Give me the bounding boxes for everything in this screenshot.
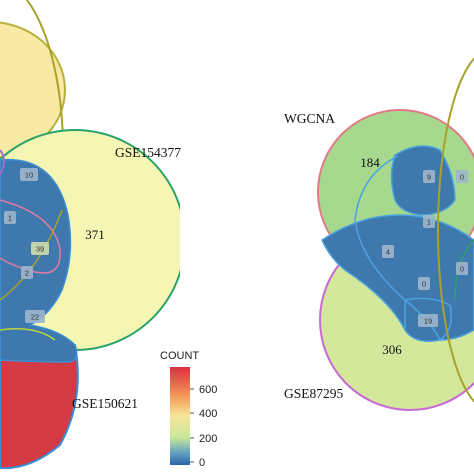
svg-text:9: 9 — [427, 173, 431, 182]
right-count-box-g: 0 — [456, 262, 468, 275]
left-blue-intersection — [0, 158, 78, 363]
left-count-box-e: 22 — [25, 310, 45, 323]
svg-text:4: 4 — [386, 248, 390, 257]
left-pink-outline — [0, 199, 61, 274]
right-olive-set — [437, 57, 474, 403]
left-lime-outline — [0, 328, 56, 341]
svg-text:19: 19 — [424, 317, 432, 326]
svg-text:1: 1 — [427, 218, 431, 227]
left-top-set — [0, 21, 66, 159]
left-venn — [0, 0, 180, 470]
svg-text:10: 10 — [25, 171, 33, 180]
svg-text:0: 0 — [460, 173, 464, 182]
right-count-box-c: 4 — [382, 245, 394, 258]
right-count-box-a: 9 — [423, 170, 435, 183]
right-count-box-b: 1 — [423, 215, 435, 228]
left-purple-arc — [0, 149, 5, 176]
right-label-wgcna: WGCNA — [284, 111, 335, 126]
legend-tick-600: 600 — [199, 384, 217, 396]
right-venn — [317, 57, 474, 411]
legend-colorbar — [170, 367, 190, 465]
left-count-box-c: 39 — [31, 242, 49, 255]
svg-text:22: 22 — [31, 313, 39, 322]
svg-text:1: 1 — [8, 214, 12, 223]
left-label-gse150621: GSE150621 — [72, 396, 138, 411]
right-label-gse87295: GSE87295 — [284, 386, 344, 401]
left-gse150621-set — [0, 343, 79, 470]
svg-text:0: 0 — [460, 265, 464, 274]
right-count-gse87295: 306 — [382, 342, 402, 357]
svg-text:0: 0 — [422, 280, 426, 289]
left-count-box-b: 1 — [4, 211, 16, 224]
right-count-box-e: 19 — [418, 314, 438, 327]
count-legend: COUNT 600 400 200 0 — [160, 350, 217, 469]
legend-title: COUNT — [160, 350, 199, 362]
legend-tick-400: 400 — [199, 408, 217, 420]
right-count-box-d: 0 — [418, 277, 430, 290]
right-count-wgcna: 184 — [360, 155, 380, 170]
left-olive-inner — [0, 209, 63, 301]
right-count-box-f: 0 — [456, 170, 468, 183]
legend-tick-200: 200 — [199, 433, 217, 445]
left-count-box-d: 2 — [21, 266, 33, 279]
left-count-main: 371 — [85, 227, 105, 242]
svg-text:39: 39 — [36, 245, 44, 254]
legend-tick-0: 0 — [199, 457, 205, 469]
left-label-gse154377: GSE154377 — [115, 145, 181, 160]
left-count-box-a: 10 — [20, 168, 38, 181]
svg-text:2: 2 — [25, 269, 29, 278]
